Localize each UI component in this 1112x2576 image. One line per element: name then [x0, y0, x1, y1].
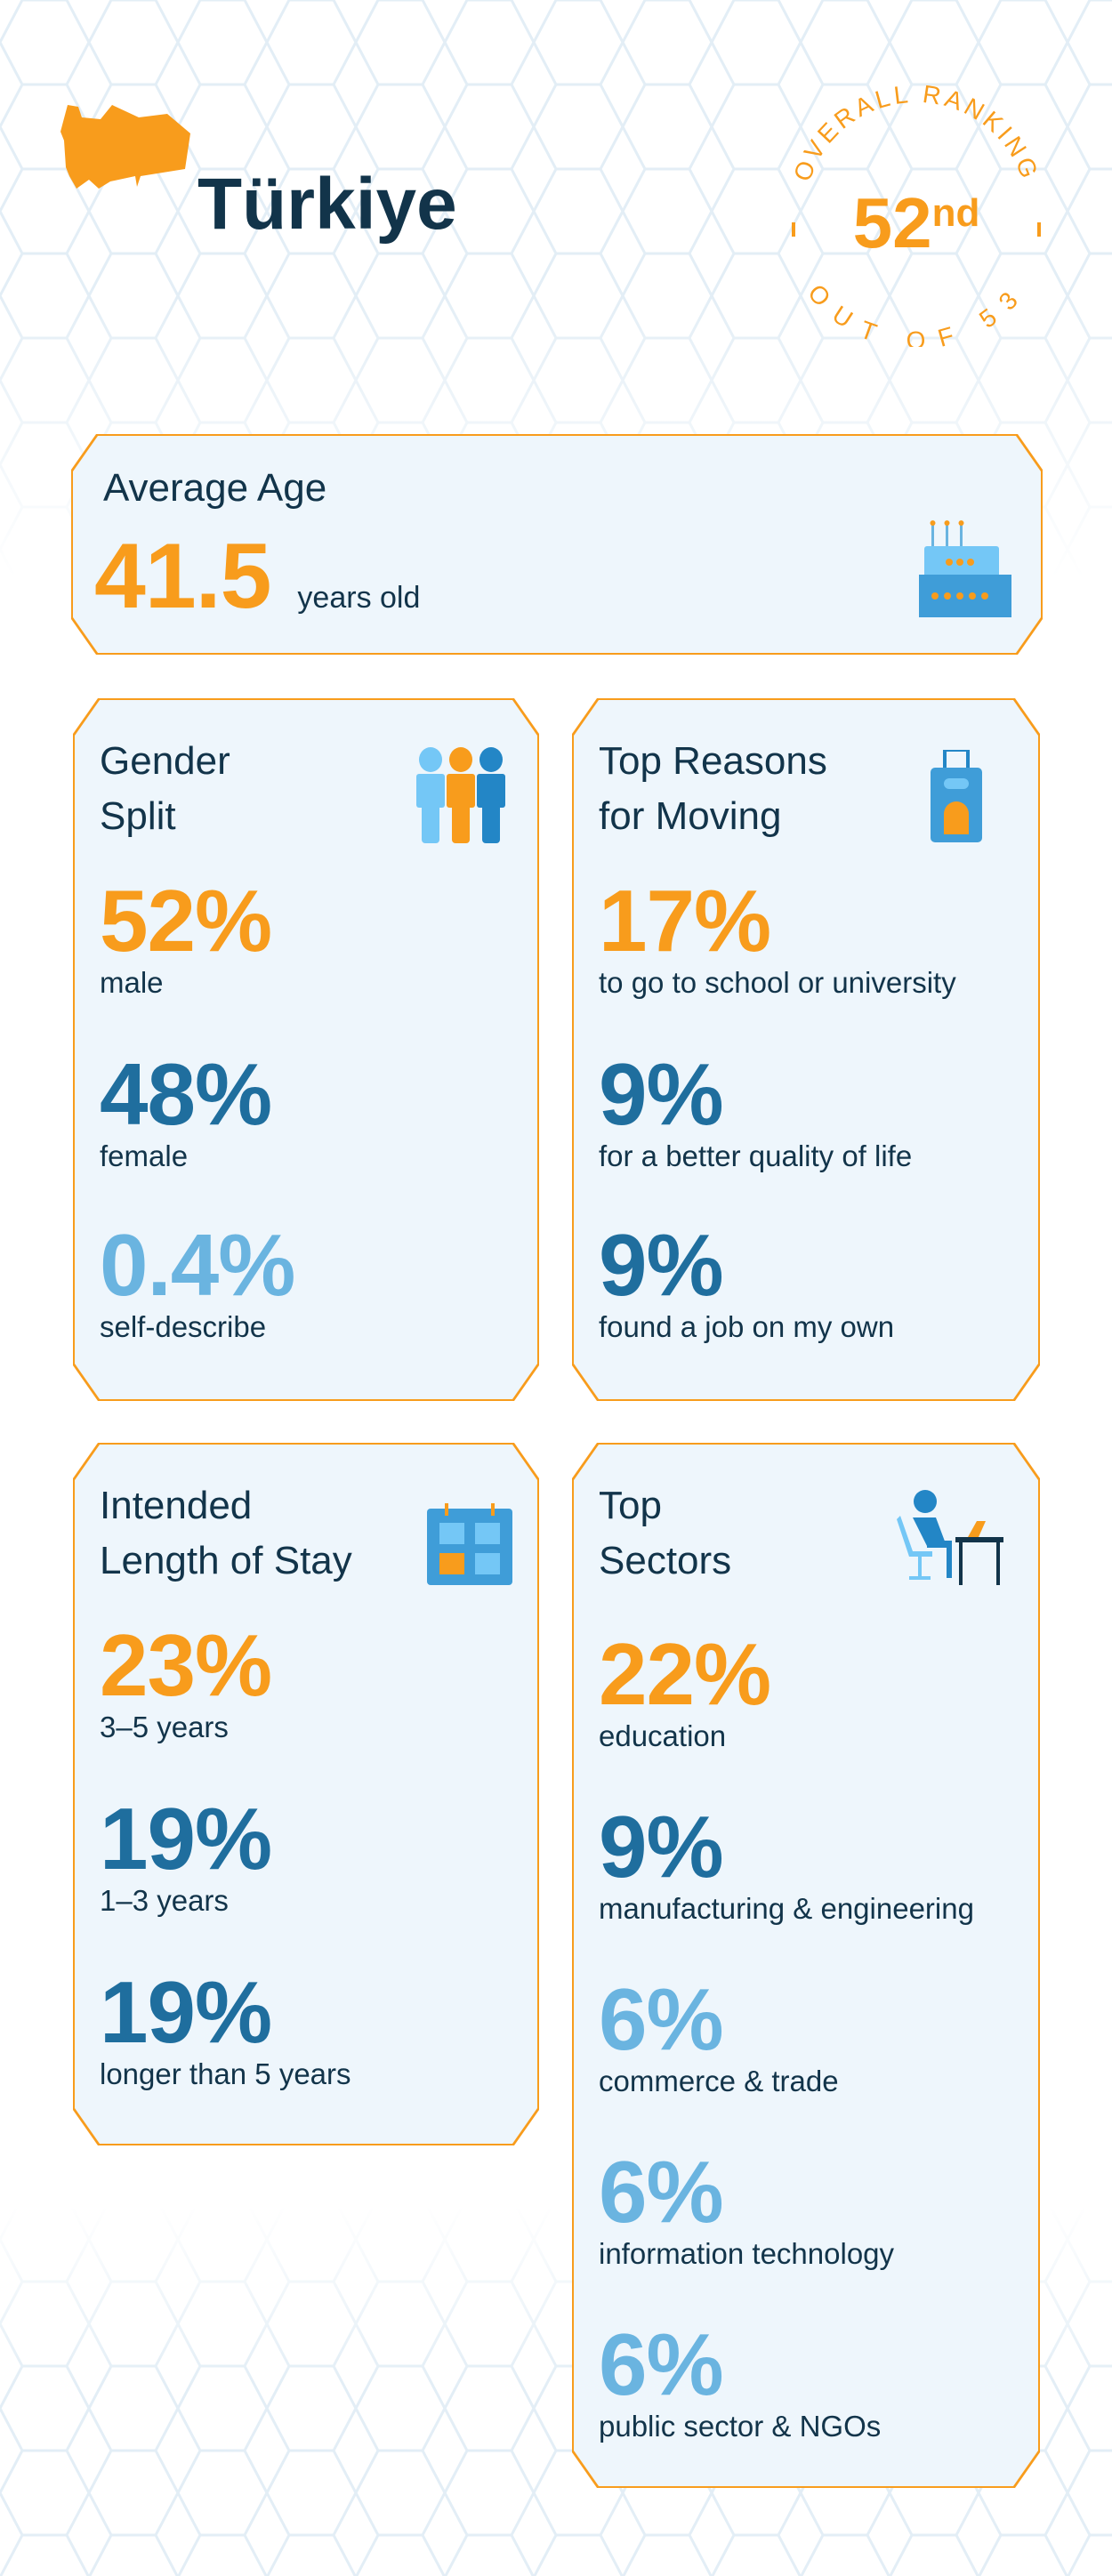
top-reasons-card: Top Reasons for Moving 17% to go to school…: [572, 698, 1040, 1401]
length-of-stay-card: Intended Length of Stay 23% 3–5 years 19% 1…: [73, 1443, 539, 2145]
stay-title: Intended Length of Stay: [100, 1484, 352, 1582]
ranking-ring: OVERALL RANKING OUT OF 53: [788, 80, 1044, 347]
stay-stat: 19% longer than 5 years: [100, 1963, 351, 2090]
reasons-title: Top Reasons for Moving: [599, 739, 827, 838]
ranking-number: 52: [852, 183, 932, 262]
ranking-suffix: nd: [931, 191, 980, 235]
sectors-title: Top Sectors: [599, 1484, 732, 1582]
sector-stat: 6% public sector & NGOs: [599, 2315, 882, 2443]
gender-stat: 52% male: [100, 872, 272, 999]
desk-worker-icon: [897, 1489, 1003, 1585]
average-age-value: 41.5: [94, 525, 271, 628]
gender-stat: 0.4% self-describe: [100, 1216, 295, 1343]
calendar-icon: [427, 1503, 512, 1585]
turkiye-map-icon: [60, 105, 190, 189]
sector-stat: 6% information technology: [599, 2143, 895, 2270]
stay-stat: 23% 3–5 years: [100, 1616, 272, 1743]
reason-stat: 9% found a job on my own: [599, 1216, 895, 1343]
average-age-title: Average Age: [103, 466, 327, 510]
stay-stat: 19% 1–3 years: [100, 1790, 272, 1917]
sector-stat: 22% education: [599, 1625, 771, 1752]
gender-title: Gender Split: [100, 739, 230, 838]
ranking-top-text: OVERALL RANKING: [788, 80, 1041, 185]
ranking-badge: OVERALL RANKING OUT OF 53 52nd: [783, 80, 1050, 347]
birthday-cake-icon: [919, 519, 1011, 617]
people-icon: [415, 747, 507, 843]
average-age-card: Average Age 41.5 years old: [71, 434, 1043, 655]
reason-stat: 9% for a better quality of life: [599, 1045, 913, 1172]
sector-stat: 9% manufacturing & engineering: [599, 1798, 974, 1925]
country-title: Türkiye: [197, 164, 457, 245]
svg-text:OVERALL RANKING: OVERALL RANKING: [788, 80, 1044, 185]
sector-stat: 6% commerce & trade: [599, 1970, 839, 2097]
reason-stat: 17% to go to school or university: [599, 872, 956, 999]
gender-split-card: Gender Split 52% male 48% female 0.4% self-d…: [73, 698, 539, 1401]
average-age-unit: years old: [297, 581, 421, 615]
ranking-bottom-text: OUT OF 53: [802, 278, 1019, 347]
top-sectors-card: Top Sectors 22% education 9% manufacturing …: [572, 1443, 1040, 2488]
gender-stat: 48% female: [100, 1045, 272, 1172]
svg-text:OUT OF 53: OUT OF 53: [802, 278, 1030, 347]
suitcase-icon: [931, 750, 982, 842]
